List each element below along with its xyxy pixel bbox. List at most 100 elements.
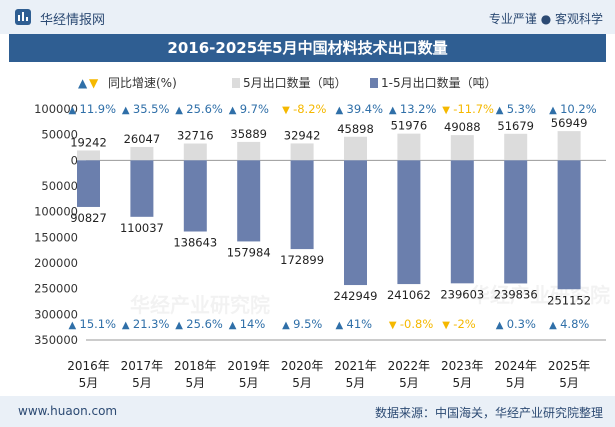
label-may-value: 49088 <box>444 120 481 134</box>
label-cum-value: 242949 <box>334 289 378 303</box>
x-tick-label: 2019年 <box>227 359 270 373</box>
label-may-growth: 13.2% <box>400 102 437 116</box>
label-cum-growth: 4.8% <box>560 317 589 331</box>
label-cum-growth: 21.3% <box>133 317 170 331</box>
footer-band: www.huaon.com 数据来源：中国海关，华经产业研究院整理 <box>0 396 615 427</box>
label-may-growth: 39.4% <box>347 102 384 116</box>
brand-name: 华经情报网 <box>40 13 106 28</box>
legend-down-arrow: ▼ <box>89 76 99 90</box>
label-cum-growth: 9.5% <box>293 317 322 331</box>
growth-arrow-cum: ▲ <box>122 320 130 331</box>
growth-arrow-cum: ▲ <box>229 320 237 331</box>
label-cum-value: 110037 <box>120 221 164 235</box>
legend-may-swatch <box>232 78 240 88</box>
watermark: 华经产业研究院 <box>470 283 610 307</box>
label-may-value: 45898 <box>337 122 374 136</box>
bar-cum <box>77 160 100 207</box>
growth-arrow-cum: ▼ <box>389 320 397 331</box>
data-source: 数据来源：中国海关，华经产业研究院整理 <box>374 406 603 420</box>
label-cum-growth: -0.8% <box>400 317 433 331</box>
x-tick-label: 5月 <box>132 376 152 390</box>
label-may-value: 32942 <box>284 128 321 142</box>
growth-arrow-may: ▲ <box>69 105 77 116</box>
label-may-growth: -11.7% <box>453 102 494 116</box>
x-tick-label: 2025年 <box>548 359 591 373</box>
growth-arrow-cum: ▲ <box>336 320 344 331</box>
label-cum-value: 241062 <box>387 288 431 302</box>
legend-cum-label: 1-5月出口数量（吨） <box>381 75 497 90</box>
bar-may <box>344 136 367 161</box>
label-cum-value: 90827 <box>70 211 107 225</box>
x-tick-label: 2021年 <box>334 359 377 373</box>
bar-cum <box>344 160 367 286</box>
growth-arrow-may: ▲ <box>389 105 397 116</box>
legend-cum-swatch <box>370 78 378 88</box>
label-cum-growth: 15.1% <box>80 317 117 331</box>
header-band: 华经情报网 专业严谨 ● 客观科学 <box>0 0 615 34</box>
bar-cum <box>183 160 207 232</box>
y-tick-label: 150000 <box>34 230 78 244</box>
label-cum-value: 172899 <box>280 253 324 267</box>
y-tick-label: 50000 <box>41 179 78 193</box>
growth-arrow-may: ▲ <box>229 105 237 116</box>
label-may-growth: 11.9% <box>80 102 117 116</box>
label-cum-growth: 25.6% <box>186 317 223 331</box>
growth-arrow-may: ▲ <box>336 105 344 116</box>
growth-arrow-cum: ▲ <box>549 320 557 331</box>
label-may-value: 51679 <box>497 119 534 133</box>
x-tick-label: 2020年 <box>281 359 324 373</box>
slogan: 专业严谨 ● 客观科学 <box>488 12 603 26</box>
bar-cum <box>290 160 314 250</box>
label-cum-growth: 41% <box>347 317 373 331</box>
label-cum-growth: 14% <box>240 317 266 331</box>
website-link[interactable]: www.huaon.com <box>18 404 118 418</box>
watermark: 华经产业研究院 <box>130 293 270 317</box>
label-may-value: 56949 <box>551 116 588 130</box>
y-tick-label: 0 <box>71 153 78 167</box>
bar-may <box>504 133 528 161</box>
growth-arrow-cum: ▲ <box>175 320 183 331</box>
growth-arrow-may: ▲ <box>122 105 130 116</box>
bar-cum <box>450 160 474 284</box>
label-cum-growth: -2% <box>453 317 475 331</box>
y-tick-label: 200000 <box>34 256 78 270</box>
x-tick-label: 2017年 <box>121 359 164 373</box>
bar-may <box>557 131 581 161</box>
label-cum-value: 239836 <box>494 287 538 301</box>
x-tick-label: 5月 <box>399 376 419 390</box>
label-cum-value: 251152 <box>547 293 591 307</box>
label-may-growth: 5.3% <box>507 102 536 116</box>
y-tick-label: 350000 <box>34 333 78 347</box>
x-tick-label: 2018年 <box>174 359 217 373</box>
bar-may <box>77 150 100 161</box>
label-may-growth: -8.2% <box>293 102 326 116</box>
bar-may <box>397 133 421 161</box>
bar-cum <box>504 160 528 284</box>
legend-may-label: 5月出口数量（吨） <box>243 75 347 90</box>
bar-may <box>237 141 261 161</box>
legend-growth-label: 同比增速(%) <box>108 76 177 90</box>
label-may-value: 26047 <box>124 132 161 146</box>
growth-arrow-may: ▲ <box>175 105 183 116</box>
x-tick-label: 5月 <box>185 376 205 390</box>
y-tick-label: 50000 <box>41 128 78 142</box>
label-cum-value: 138643 <box>173 236 217 250</box>
x-tick-label: 5月 <box>452 376 472 390</box>
label-cum-value: 239603 <box>440 287 484 301</box>
y-tick-label: 100000 <box>34 205 78 219</box>
x-tick-label: 5月 <box>239 376 259 390</box>
label-may-growth: 35.5% <box>133 102 170 116</box>
bar-may <box>183 143 207 161</box>
growth-arrow-may: ▲ <box>496 105 504 116</box>
bar-cum <box>237 160 261 242</box>
bar-cum <box>557 160 581 290</box>
growth-arrow-may: ▼ <box>282 105 290 116</box>
x-tick-label: 5月 <box>292 376 312 390</box>
growth-arrow-may: ▲ <box>549 105 557 116</box>
growth-arrow-cum: ▲ <box>69 320 77 331</box>
x-tick-label: 2022年 <box>388 359 431 373</box>
x-tick-label: 2024年 <box>494 359 537 373</box>
bar-may <box>130 146 154 161</box>
label-may-growth: 25.6% <box>186 102 223 116</box>
x-tick-label: 5月 <box>559 376 579 390</box>
